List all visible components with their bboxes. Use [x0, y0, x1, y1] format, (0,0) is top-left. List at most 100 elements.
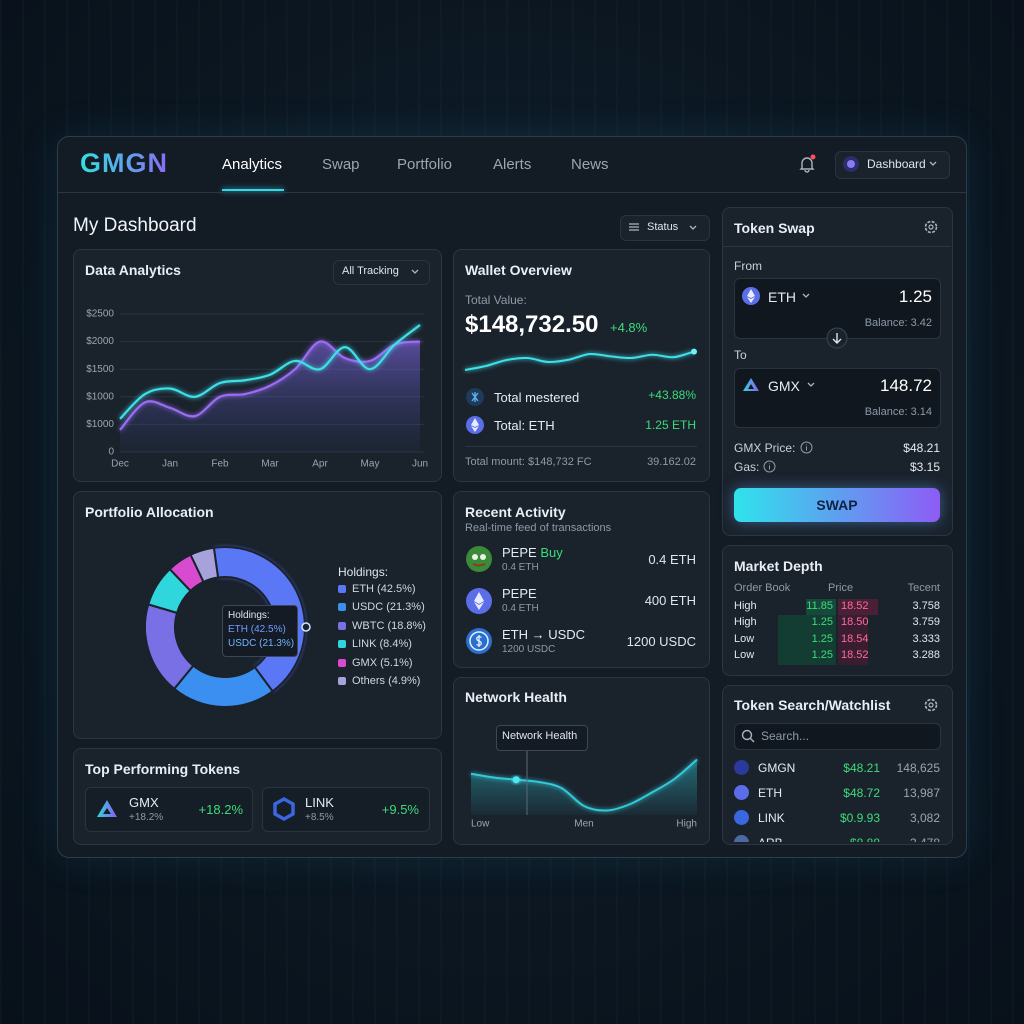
gmx-icon: [743, 378, 759, 391]
legend-entry: Others (4.9%): [352, 675, 421, 687]
status-button[interactable]: [620, 215, 710, 241]
watch-price: $48.21: [843, 761, 880, 775]
watch-volume: 148,625: [896, 761, 940, 775]
swap-button[interactable]: [734, 488, 940, 522]
token-icon: [734, 785, 749, 800]
nav-tab[interactable]: Alerts: [493, 156, 532, 173]
depth-side: Low: [734, 632, 755, 645]
status-label[interactable]: Status: [647, 221, 679, 233]
tooltip-entry: USDC (21.3%): [228, 638, 295, 649]
total-label: Total Value:: [465, 293, 527, 307]
tracking-label[interactable]: All Tracking: [342, 265, 399, 277]
watch-volume: 13,987: [903, 786, 940, 800]
link-icon: [273, 797, 295, 821]
from-amount[interactable]: 1.25: [898, 287, 932, 306]
card-title: Token Search/Watchlist: [734, 697, 891, 713]
watch-token: GMGN: [758, 761, 796, 775]
nav-tab[interactable]: Analytics: [222, 156, 283, 173]
nav-tab[interactable]: News: [571, 156, 609, 173]
depth-total: 3.288: [912, 649, 940, 662]
card-subtitle: Real-time feed of transactions: [465, 522, 612, 534]
pepe-icon: [466, 546, 492, 572]
bid-depth-bar: [806, 599, 836, 615]
settings-icon[interactable]: [923, 697, 939, 713]
search-input[interactable]: [734, 723, 941, 750]
activity-sub: 0.4 ETH: [502, 562, 539, 573]
depth-ask: 18.54: [841, 632, 869, 645]
depth-card: [722, 545, 953, 676]
card-title: Token Swap: [734, 220, 815, 236]
depth-ask: 18.50: [841, 616, 869, 629]
usdc-icon: [466, 628, 492, 654]
notification-bell[interactable]: [797, 154, 817, 174]
filter-icon: [629, 223, 639, 231]
card-title: Network Health: [465, 689, 567, 705]
avatar-icon: [843, 156, 859, 172]
page-title: My Dashboard: [73, 215, 197, 236]
activity-sub: 0.4 ETH: [502, 603, 539, 614]
logo[interactable]: GMGN: [80, 148, 168, 178]
legend-swatch: [338, 658, 346, 667]
card-title: Top Performing Tokens: [85, 761, 241, 777]
wallet-footer-label: Total mount: $148,732 FC: [465, 456, 592, 468]
to-label: To: [734, 348, 747, 362]
settings-icon[interactable]: [923, 219, 939, 235]
legend-title: Holdings:: [338, 565, 389, 579]
eth-icon: [742, 287, 760, 305]
legend-entry: USDC (21.3%): [352, 601, 425, 614]
depth-bid: 1.25: [811, 616, 833, 629]
wallet-row-value: 1.25 ETH: [645, 418, 696, 432]
token-change: +9.5%: [381, 802, 419, 817]
to-input[interactable]: [734, 368, 941, 428]
activity-amount: 400 ETH: [644, 593, 696, 608]
token-tile[interactable]: [262, 787, 430, 832]
depth-side: Low: [734, 649, 755, 662]
watch-volume: 3,478: [910, 837, 940, 842]
chevron: [929, 161, 937, 166]
chevron: [802, 293, 810, 298]
activity-tag: Buy: [540, 545, 563, 560]
dashboard-label[interactable]: Dashboard: [867, 157, 926, 171]
watch-token: ARB: [758, 837, 783, 842]
card-title: Recent Activity: [465, 504, 566, 520]
wallet-row-value: +43.88%: [648, 388, 696, 402]
total-change: +4.8%: [610, 320, 648, 335]
column-header: Tecent: [907, 582, 940, 594]
token-icon: [734, 835, 749, 842]
nav-tab[interactable]: Portfolio: [397, 156, 453, 173]
from-token[interactable]: ETH: [768, 289, 796, 305]
search-icon: [741, 729, 755, 743]
divider: [465, 446, 697, 447]
from-label: From: [734, 259, 762, 273]
price-value: $48.21: [903, 441, 940, 455]
chevron: [807, 382, 815, 387]
watch-price: $8.88: [850, 837, 880, 842]
tooltip-text: Network Health: [502, 730, 578, 742]
tooltip-entry: ETH (42.5%): [228, 624, 286, 635]
legend-swatch: [338, 621, 346, 630]
token-icon: [734, 810, 749, 825]
swap-button-label[interactable]: SWAP: [816, 497, 858, 513]
token-name: PEPE: [502, 545, 537, 560]
eth-icon: [466, 416, 484, 434]
swap-direction-button[interactable]: [826, 327, 848, 349]
total-value: $148,732.50: [465, 311, 599, 338]
chevron: [411, 269, 419, 274]
info-icon: [763, 460, 776, 473]
search-placeholder[interactable]: Search...: [761, 729, 810, 743]
to-token[interactable]: GMX: [768, 378, 800, 394]
token-tile[interactable]: [85, 787, 253, 832]
to-amount[interactable]: 148.72: [880, 376, 932, 395]
column-header: Order Book: [734, 582, 791, 594]
legend-swatch: [338, 585, 346, 593]
activity-amount: 0.4 ETH: [648, 552, 696, 567]
legend-entry: GMX (5.1%): [352, 656, 413, 669]
wallet-footer-value: 39.162.02: [647, 456, 696, 468]
divider: [723, 246, 951, 247]
watchlist-rows: GMGN $48.21 148,625 ETH $48.72 13,987 LINK $0.9…: [722, 752, 952, 842]
gas-label: Gas:: [734, 460, 760, 474]
nav-tab[interactable]: Swap: [322, 156, 360, 173]
token-sub: +18.2%: [129, 812, 164, 823]
legend-swatch: [338, 677, 346, 685]
